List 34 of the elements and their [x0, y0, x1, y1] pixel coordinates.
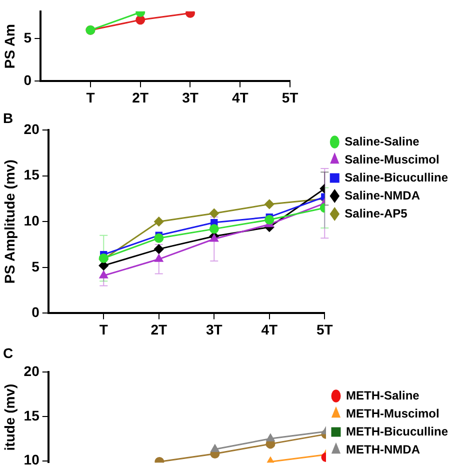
y-tick-label: 20 — [24, 120, 40, 137]
x-tick-label: 5T — [282, 89, 299, 106]
legend-label: METH-NMDA — [346, 442, 420, 456]
text: B — [3, 110, 14, 126]
legend-label: METH-Bicuculline — [346, 424, 448, 438]
x-tick-label: 2T — [150, 321, 168, 338]
x-tick-label: 4T — [261, 321, 278, 338]
x-tick-label: 3T — [182, 89, 199, 106]
y-tick-label: 5 — [24, 30, 32, 46]
x-tick-label: 5T — [316, 321, 334, 338]
x-tick-label: 3T — [206, 321, 223, 338]
y-tick-label: 20 — [24, 362, 40, 379]
legend-label: Saline-NMDA — [344, 188, 420, 202]
legend-label: Saline-Saline — [344, 134, 420, 148]
y-tick-label: 0 — [24, 72, 32, 88]
y-tick-label: 5 — [32, 258, 40, 274]
x-tick-label: T — [86, 89, 96, 106]
y-tick-label: 15 — [24, 407, 40, 424]
legend-label: METH-Muscimol — [346, 406, 440, 420]
x-tick-label: T — [99, 321, 108, 338]
y-axis-title: itude (mv) — [1, 384, 18, 451]
y-tick-label: 15 — [24, 166, 40, 183]
legend-label: Saline-Bicuculline — [344, 170, 448, 184]
legend-label: Saline-AP5 — [344, 206, 408, 220]
y-tick-label: 10 — [24, 452, 40, 468]
x-tick-label: 4T — [232, 89, 249, 106]
legend-label: Saline-Muscimol — [344, 152, 440, 166]
x-tick-label: 2T — [132, 89, 149, 106]
text: C — [3, 344, 14, 361]
y-tick-label: 10 — [24, 212, 40, 228]
y-tick-label: 0 — [32, 304, 40, 320]
legend-label: METH-Saline — [346, 388, 420, 402]
y-axis-title: PS Amplitude (mv) — [1, 160, 18, 284]
y-axis-title: PS Am — [1, 24, 18, 69]
